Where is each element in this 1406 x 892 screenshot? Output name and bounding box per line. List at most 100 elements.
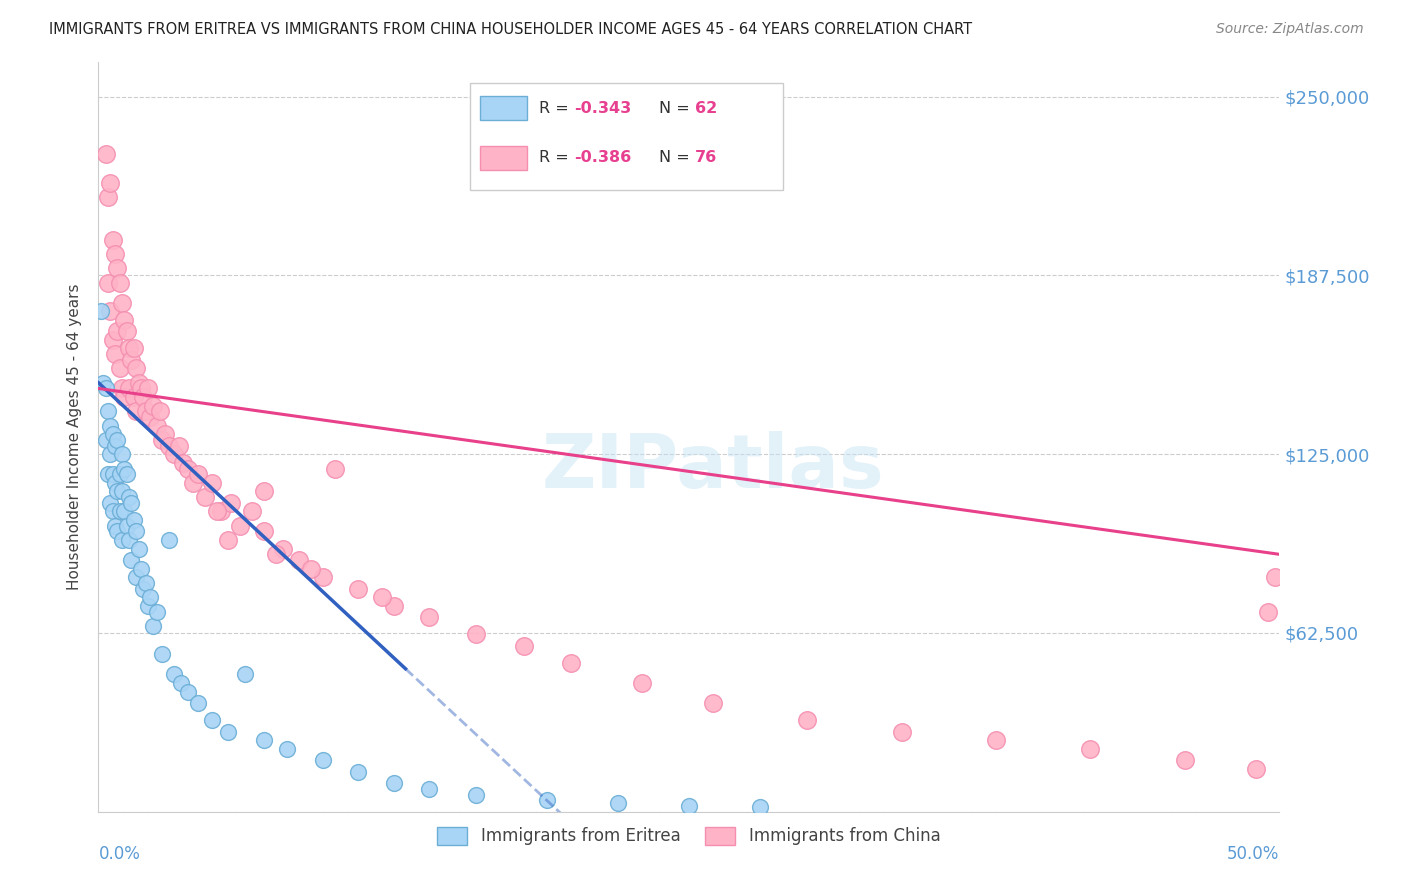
FancyBboxPatch shape <box>479 96 527 120</box>
Point <box>105 261 128 276</box>
Point <box>104 439 127 453</box>
Text: IMMIGRANTS FROM ERITREA VS IMMIGRANTS FROM CHINA HOUSEHOLDER INCOME AGES 45 - 64: IMMIGRANTS FROM ERITREA VS IMMIGRANTS FR… <box>49 22 973 37</box>
Point <box>101 467 124 482</box>
Point <box>748 800 770 814</box>
Point <box>630 676 652 690</box>
Text: R =: R = <box>538 150 574 165</box>
Point <box>98 304 121 318</box>
Point <box>97 190 120 204</box>
Point <box>136 599 159 613</box>
Point <box>108 467 131 482</box>
Point <box>125 404 148 418</box>
Point <box>136 381 159 395</box>
Point <box>1174 753 1197 767</box>
Point <box>97 404 120 418</box>
Point <box>984 733 1007 747</box>
Point <box>132 390 155 404</box>
Point <box>177 684 200 698</box>
Point <box>149 404 172 418</box>
Point <box>112 461 135 475</box>
Point <box>187 696 209 710</box>
Text: N =: N = <box>659 150 696 165</box>
Point <box>105 484 128 499</box>
Point <box>121 352 143 367</box>
Point <box>253 484 276 499</box>
Point <box>536 793 558 807</box>
Point <box>219 496 242 510</box>
Point <box>465 788 488 802</box>
Point <box>125 524 148 539</box>
Point <box>118 342 141 356</box>
Text: -0.386: -0.386 <box>575 150 631 165</box>
Text: Source: ZipAtlas.com: Source: ZipAtlas.com <box>1216 22 1364 37</box>
Point <box>418 781 440 796</box>
Point <box>229 518 252 533</box>
Point <box>1080 741 1102 756</box>
Point <box>115 324 138 338</box>
Point <box>205 504 228 518</box>
Point <box>607 796 630 810</box>
Point <box>371 591 394 605</box>
Point <box>115 467 138 482</box>
Point <box>153 427 176 442</box>
Point <box>142 619 165 633</box>
FancyBboxPatch shape <box>471 84 783 190</box>
Point <box>1257 605 1279 619</box>
Point <box>97 467 120 482</box>
Point <box>135 404 157 418</box>
Point <box>90 304 112 318</box>
Point <box>512 639 534 653</box>
Point <box>678 799 700 814</box>
Point <box>111 381 134 395</box>
Point <box>702 696 724 710</box>
Point <box>122 390 145 404</box>
Point <box>209 504 232 518</box>
Point <box>105 324 128 338</box>
Point <box>382 776 405 790</box>
Point <box>128 376 150 390</box>
Text: 76: 76 <box>695 150 717 165</box>
Point <box>170 676 193 690</box>
Point <box>276 741 298 756</box>
Point <box>111 295 134 310</box>
Point <box>104 247 127 261</box>
Point <box>94 147 117 161</box>
Point <box>271 541 294 556</box>
Point <box>217 533 239 547</box>
Point <box>97 276 120 290</box>
Legend: Immigrants from Eritrea, Immigrants from China: Immigrants from Eritrea, Immigrants from… <box>430 820 948 852</box>
Point <box>135 576 157 591</box>
Point <box>146 605 169 619</box>
Point <box>94 433 117 447</box>
Point <box>217 724 239 739</box>
Point <box>129 381 152 395</box>
Point <box>172 456 194 470</box>
Point <box>177 461 200 475</box>
Point <box>104 518 127 533</box>
Point <box>418 610 440 624</box>
Point <box>253 733 276 747</box>
Point <box>115 518 138 533</box>
Point <box>111 533 134 547</box>
Point <box>111 484 134 499</box>
Text: R =: R = <box>538 101 574 116</box>
Point <box>347 764 370 779</box>
Point <box>163 667 186 681</box>
Point <box>163 447 186 461</box>
Text: 0.0%: 0.0% <box>98 846 141 863</box>
Point <box>323 461 346 475</box>
Point <box>98 176 121 190</box>
Y-axis label: Householder Income Ages 45 - 64 years: Householder Income Ages 45 - 64 years <box>67 284 83 591</box>
Point <box>108 361 131 376</box>
Point <box>253 524 276 539</box>
Point <box>121 496 143 510</box>
Point <box>157 533 180 547</box>
Text: 50.0%: 50.0% <box>1227 846 1279 863</box>
Point <box>465 627 488 641</box>
Point <box>122 342 145 356</box>
Point <box>91 376 114 390</box>
Point <box>118 490 141 504</box>
Point <box>105 433 128 447</box>
Point <box>181 475 204 490</box>
Point <box>142 399 165 413</box>
